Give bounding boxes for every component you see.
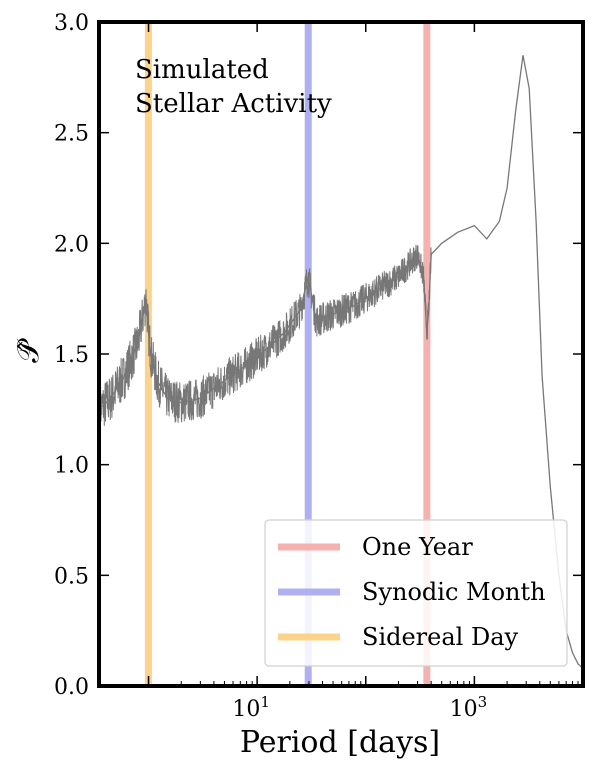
y-tick-label-1: 0.5 (54, 564, 89, 589)
y-tick-label-4: 2.0 (54, 232, 89, 257)
annotation-line-2: Stellar Activity (135, 89, 332, 119)
series-noise (99, 244, 432, 433)
x-tick-label-0: 101 (232, 693, 270, 722)
legend: One Year Synodic Month Sidereal Day (264, 519, 568, 667)
legend-label-0: One Year (362, 533, 473, 561)
x-axis-title: Period [days] (240, 725, 440, 760)
y-tick-label-0: 0.0 (54, 675, 89, 700)
y-tick-label-5: 2.5 (54, 122, 89, 147)
y-tick-label-3: 1.5 (54, 343, 89, 368)
y-tick-label-2: 1.0 (54, 454, 89, 479)
y-tick-label-6: 3.0 (54, 11, 89, 36)
plot-frame (97, 20, 585, 688)
x-tick-label-1: 103 (450, 693, 488, 722)
legend-label-2: Sidereal Day (362, 623, 519, 651)
axis-ticks: 0.0 0.5 1.0 1.5 2.0 2.5 3.0 101 103 (54, 11, 584, 722)
annotation-line-1: Simulated (135, 55, 269, 85)
y-axis-title: 𝒫̂ (11, 338, 46, 363)
legend-box (264, 519, 568, 667)
legend-label-1: Synodic Month (362, 578, 546, 606)
